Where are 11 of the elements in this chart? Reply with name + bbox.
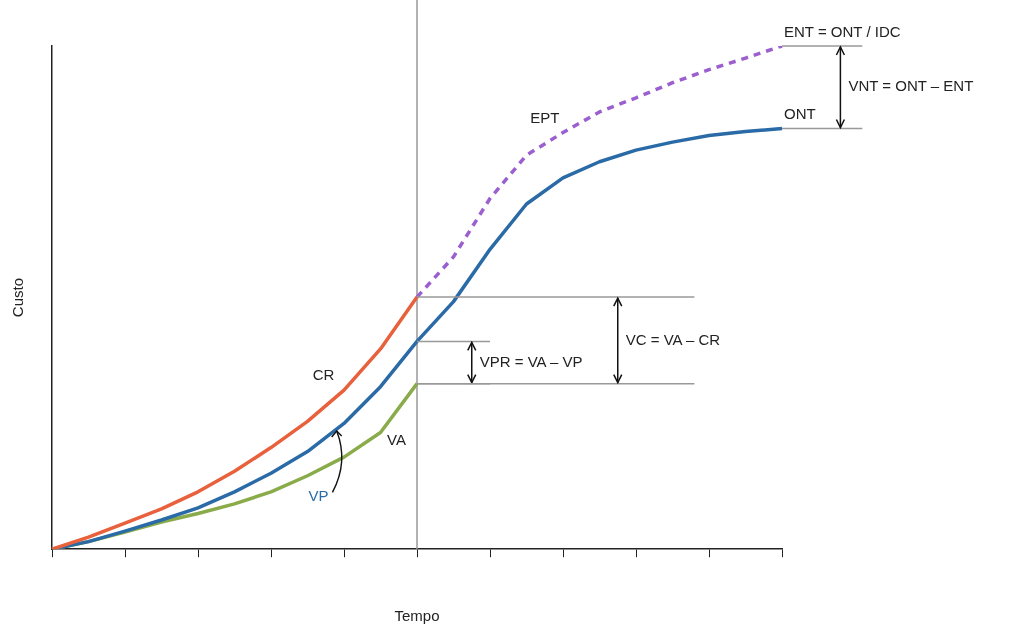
text: VNT = ONT – ENT bbox=[848, 77, 974, 95]
series-label: CR bbox=[312, 365, 335, 383]
y-axis-title: Custo bbox=[9, 278, 27, 318]
series-label: VA bbox=[387, 431, 407, 449]
annotation: VC = VA – CR bbox=[625, 330, 721, 348]
text: ENT = ONT / IDC bbox=[784, 22, 901, 40]
x-axis-title: Tempo bbox=[394, 607, 440, 625]
text: VP bbox=[308, 486, 329, 504]
series-label: EPT bbox=[530, 109, 560, 127]
text: ONT bbox=[784, 105, 816, 123]
annotation: VPR = VA – VP bbox=[479, 352, 583, 370]
